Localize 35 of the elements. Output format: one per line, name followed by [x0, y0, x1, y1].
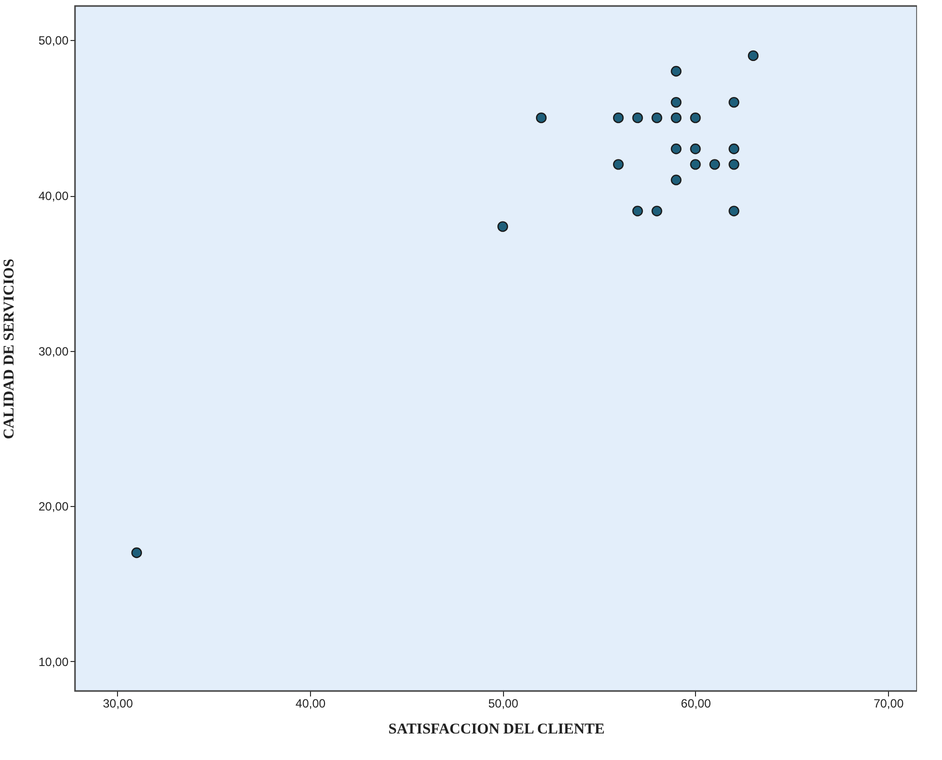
point — [690, 112, 701, 124]
point — [728, 206, 740, 216]
point — [670, 112, 682, 124]
point — [670, 96, 682, 108]
x-tick-label: 30,00 — [102, 696, 134, 710]
point — [690, 159, 701, 170]
y-tick-label: 40,00 — [38, 189, 69, 203]
point — [709, 159, 720, 170]
y-tick-label: 50,00 — [38, 34, 69, 48]
point — [613, 112, 624, 124]
point — [690, 144, 701, 154]
point — [632, 112, 643, 124]
point — [536, 112, 547, 124]
point — [670, 174, 682, 186]
point — [131, 547, 142, 558]
y-tick-label: 20,00 — [38, 500, 69, 514]
point — [728, 96, 740, 108]
x-tick-label: 60,00 — [680, 696, 712, 710]
point — [497, 221, 508, 232]
point — [652, 112, 662, 124]
point — [728, 159, 740, 170]
y-axis-title: CALIDAD DE SERVICIOS — [1, 258, 18, 440]
point — [670, 66, 682, 77]
x-tick-label: 70,00 — [874, 696, 904, 710]
point — [728, 144, 740, 154]
x-tick-label: 50,00 — [488, 696, 519, 710]
y-tick-label: 10,00 — [38, 654, 69, 669]
x-axis-title: SATISFACCION DEL CLIENTE — [388, 722, 605, 738]
point — [670, 144, 682, 154]
point — [748, 50, 759, 62]
y-tick-label: 30,00 — [38, 344, 69, 358]
point — [652, 206, 662, 216]
point — [632, 206, 643, 216]
x-tick-label: 40,00 — [296, 696, 326, 710]
point — [613, 159, 624, 170]
